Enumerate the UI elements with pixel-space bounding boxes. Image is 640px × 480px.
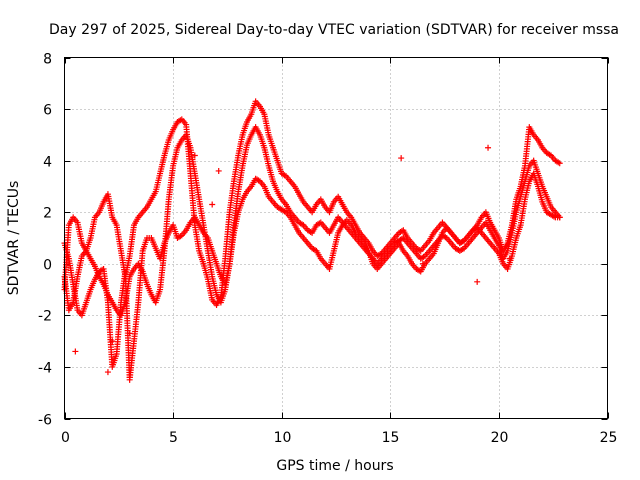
- data-point-marker: [556, 160, 563, 167]
- y-axis-label: SDTVAR / TECUs: [6, 181, 22, 296]
- x-tick-label: 10: [274, 430, 292, 446]
- y-tick-label: 6: [43, 103, 52, 119]
- data-point-marker: [556, 214, 563, 221]
- data-point-marker: [215, 167, 222, 174]
- x-tick-label: 20: [491, 430, 509, 446]
- x-tick-label: 25: [600, 430, 618, 446]
- series-1: [61, 98, 563, 309]
- y-tick-label: -2: [38, 309, 52, 325]
- data-point-marker: [126, 330, 133, 337]
- data-point-marker: [474, 278, 481, 285]
- x-tick-label: 0: [61, 430, 70, 446]
- data-point-marker: [104, 369, 111, 376]
- x-axis-label: GPS time / hours: [276, 458, 393, 474]
- data-point-marker: [109, 338, 116, 345]
- y-tick-label: -4: [38, 361, 52, 377]
- data-point-marker: [506, 255, 513, 262]
- y-tick-label: 2: [43, 206, 52, 222]
- y-tick-label: -6: [38, 413, 52, 429]
- series-4: [72, 144, 513, 376]
- series-3: [61, 170, 563, 383]
- data-point-marker: [209, 201, 216, 208]
- data-points: [61, 98, 563, 383]
- y-tick-label: 8: [43, 52, 52, 68]
- data-point-marker: [191, 152, 198, 159]
- x-tick-label: 5: [169, 430, 178, 446]
- y-tick-label: 4: [43, 155, 52, 171]
- chart-title: Day 297 of 2025, Sidereal Day-to-day VTE…: [49, 22, 619, 38]
- data-point-marker: [485, 144, 492, 151]
- data-point-marker: [398, 155, 405, 162]
- y-tick-label: 0: [43, 258, 52, 274]
- data-point-marker: [419, 260, 426, 267]
- x-axis-ticks: 0 5 10 15 20 25: [61, 57, 618, 446]
- data-point-marker: [72, 348, 79, 355]
- plot-frame: [64, 57, 608, 419]
- x-tick-label: 15: [382, 430, 400, 446]
- y-axis-ticks: -6 -4 -2 0 2 4 6 8: [38, 52, 608, 429]
